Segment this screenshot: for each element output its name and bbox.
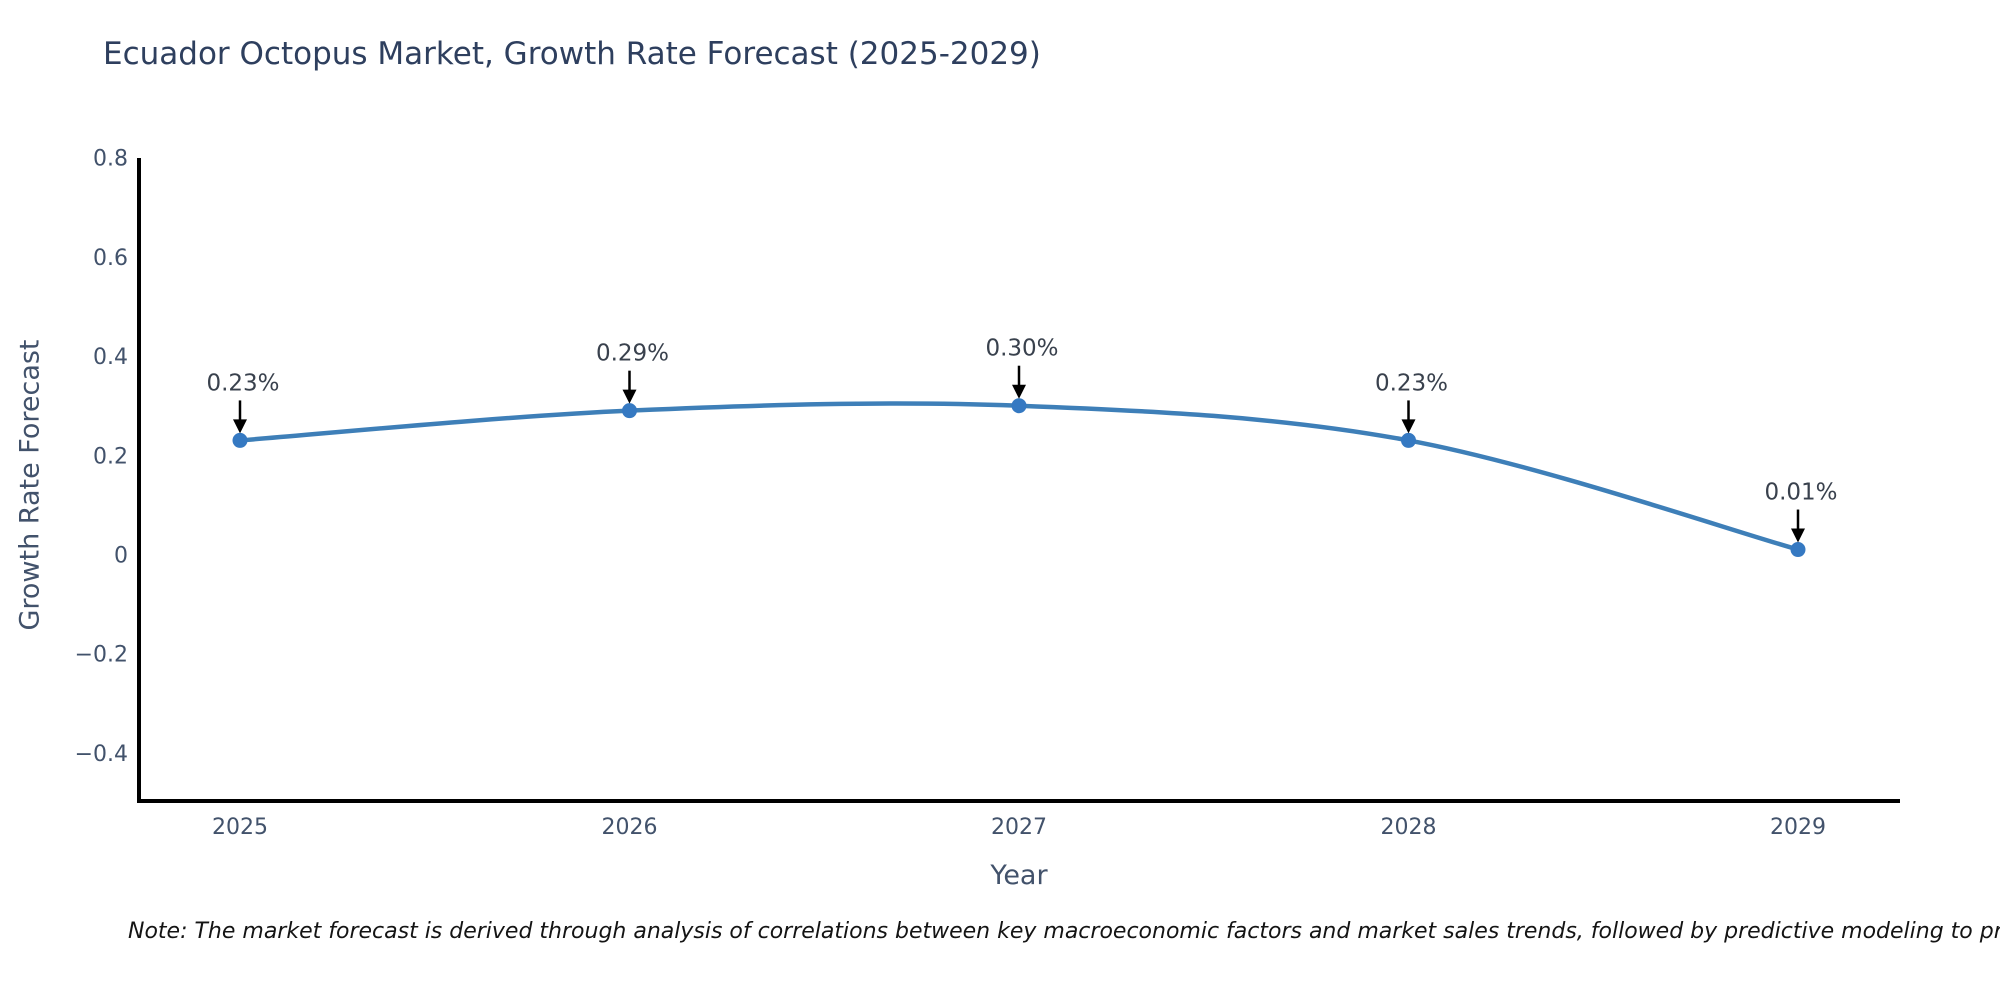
annotation-value-label: 0.29%: [596, 341, 669, 367]
footnote: Note: The market forecast is derived thr…: [128, 919, 2000, 944]
annotation-arrowhead-icon: [622, 389, 637, 404]
y-tick-label: 0.8: [93, 147, 128, 172]
point-annotation: 0.30%: [985, 336, 1059, 399]
data-point-marker: [1790, 542, 1806, 558]
x-tick-labels: 2025 2026 2027 2028 2029: [212, 815, 1826, 840]
point-annotation: 0.23%: [206, 370, 280, 434]
y-tick-label: 0.6: [93, 246, 128, 271]
y-tick-label: 0.2: [93, 444, 128, 469]
annotation-value-label: 0.23%: [1375, 370, 1448, 396]
data-point-marker: [1011, 398, 1027, 414]
y-tick-labels: 0.8 0.6 0.4 0.2 0 −0.2 −0.4: [75, 147, 128, 767]
annotation-value-label: 0.30%: [985, 336, 1058, 362]
x-axis-title: Year: [990, 860, 1048, 891]
data-point-markers: [232, 398, 1806, 558]
annotation-arrowhead-icon: [1401, 419, 1416, 434]
x-tick-label: 2029: [1770, 815, 1826, 840]
x-tick-label: 2027: [991, 815, 1047, 840]
annotation-value-label: 0.01%: [1764, 480, 1837, 506]
y-tick-label: −0.4: [75, 742, 128, 767]
forecast-line: [237, 401, 1801, 552]
x-tick-label: 2026: [602, 815, 658, 840]
data-point-marker: [232, 432, 248, 448]
annotation-arrowhead-icon: [1791, 528, 1805, 543]
annotation-arrowhead-icon: [1012, 384, 1026, 399]
annotation-arrowhead-icon: [233, 419, 247, 434]
point-annotation: 0.01%: [1764, 480, 1838, 543]
data-point-marker: [622, 403, 637, 419]
y-axis-title: Growth Rate Forecast: [14, 339, 46, 631]
x-tick-label: 2025: [212, 815, 268, 840]
annotation-value-label: 0.23%: [206, 370, 279, 396]
y-tick-label: 0: [114, 544, 128, 569]
point-annotation: 0.23%: [1375, 370, 1448, 434]
y-tick-label: 0.4: [93, 345, 128, 370]
chart-title: Ecuador Octopus Market, Growth Rate Fore…: [103, 36, 1041, 72]
axis-spines: [137, 158, 1900, 803]
data-point-marker: [1401, 432, 1416, 448]
x-tick-label: 2028: [1381, 815, 1437, 840]
point-annotation: 0.29%: [596, 341, 669, 404]
y-tick-label: −0.2: [75, 643, 128, 668]
point-annotations: 0.23% 0.29% 0.30% 0.23% 0.01%: [206, 336, 1838, 543]
